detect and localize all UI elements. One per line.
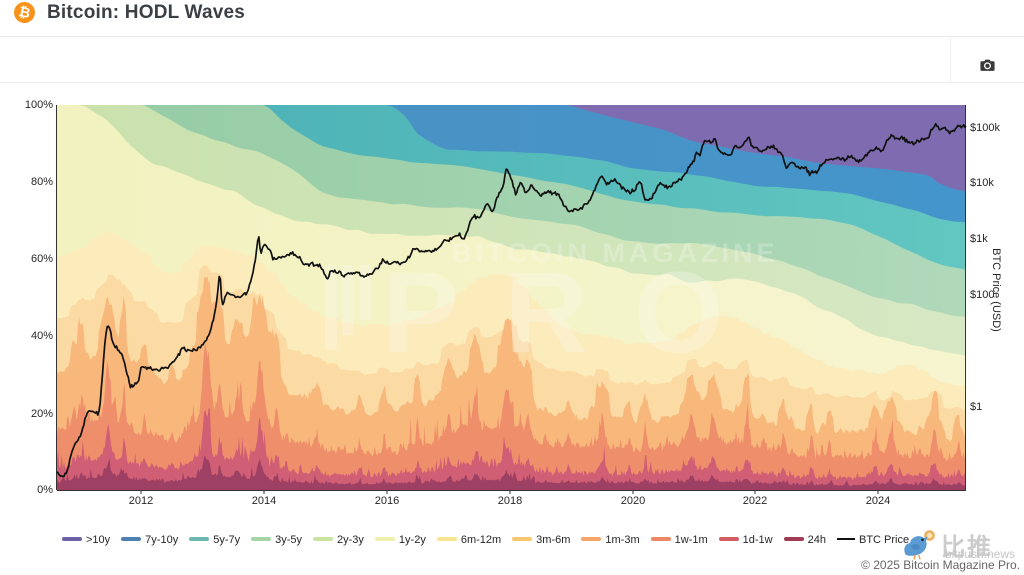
svg-text:BTC Price (USD): BTC Price (USD) — [990, 248, 1002, 332]
svg-text:BITCOIN MAGAZINE: BITCOIN MAGAZINE — [452, 238, 779, 268]
svg-text:PRO: PRO — [382, 249, 769, 377]
